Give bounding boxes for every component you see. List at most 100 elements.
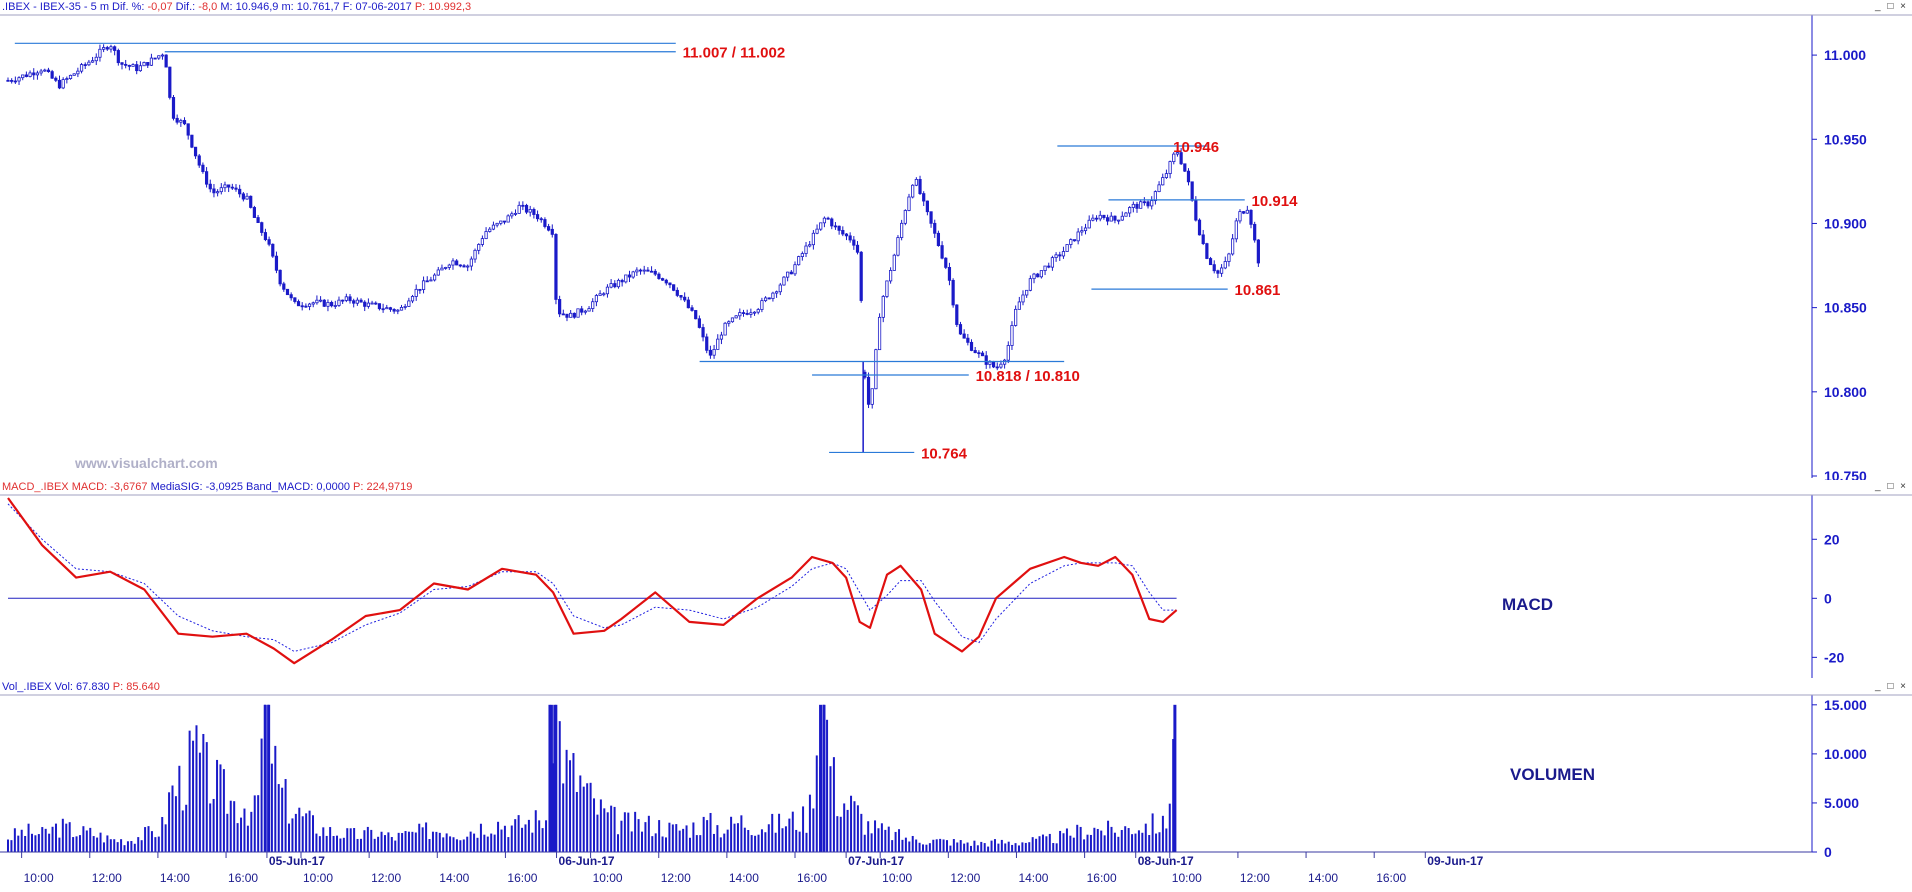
volume-bar — [154, 837, 157, 852]
volume-bar — [476, 837, 479, 852]
x-tick-label: 16:00 — [228, 871, 258, 885]
candle-body — [311, 302, 315, 305]
candle-body — [24, 74, 28, 77]
candle-body — [797, 256, 801, 266]
candle-body — [138, 65, 142, 72]
volume-bar — [44, 828, 47, 852]
candle-body — [1201, 234, 1205, 245]
level-label: 10.764 — [921, 445, 968, 462]
candle-body — [87, 61, 91, 66]
volume-panel[interactable]: Vol_.IBEX Vol: 67.830 P: 85.640 _ □ × 15… — [0, 680, 1912, 892]
volume-bar — [198, 752, 201, 852]
candle-body — [440, 267, 444, 271]
volume-panel-label: VOLUMEN — [1510, 765, 1595, 784]
candle-body — [491, 224, 496, 230]
candle-body — [1168, 161, 1172, 175]
candle-body — [293, 297, 297, 302]
volume-bar — [277, 784, 280, 852]
volume-bar — [781, 828, 784, 852]
volume-bar — [192, 740, 195, 852]
watermark: www.visualchart.com — [75, 455, 218, 471]
candle-body — [940, 245, 944, 259]
candle-body — [1094, 217, 1099, 220]
candle-body — [28, 72, 32, 77]
volume-bar — [113, 839, 116, 852]
volume-bar — [233, 801, 236, 852]
candle-body — [392, 309, 396, 312]
candle-body — [635, 269, 639, 273]
candle-body — [848, 235, 852, 241]
candle-body — [193, 146, 198, 157]
volume-bar — [517, 815, 520, 852]
price-chart[interactable]: 11.000 10.950 10.900 10.850 10.800 10.750 11.0… — [0, 0, 1912, 480]
candle-body — [572, 312, 576, 318]
candle-body — [602, 293, 606, 296]
price-panel[interactable]: .IBEX - IBEX-35 - 5 m Dif. %: -0,07 Dif.… — [0, 0, 1912, 481]
volume-window-buttons[interactable]: _ □ × — [1875, 681, 1908, 692]
y-tick-label: 0 — [1824, 844, 1832, 860]
volume-bar — [784, 826, 787, 852]
volume-bar — [788, 818, 791, 852]
candle-body — [1109, 215, 1113, 222]
price-window-buttons[interactable]: _ □ × — [1875, 1, 1908, 12]
volume-bar — [452, 837, 455, 852]
volume-bar — [606, 812, 609, 852]
volume-bar — [534, 810, 537, 852]
macd-window-buttons[interactable]: _ □ × — [1875, 481, 1908, 492]
candle-body — [473, 249, 477, 260]
volume-bar — [545, 820, 548, 852]
candle-body — [21, 74, 25, 79]
candle-body — [1054, 254, 1058, 259]
volume-bar — [630, 831, 633, 852]
candle-body — [94, 56, 98, 62]
volume-bar — [939, 838, 942, 852]
volume-bar — [1055, 843, 1058, 852]
volume-bar — [1031, 837, 1034, 852]
volume-bar — [229, 800, 232, 852]
candle-body — [267, 239, 271, 245]
candle-body — [892, 254, 896, 271]
candle-body — [675, 289, 679, 296]
volume-bar — [925, 844, 928, 852]
candle-body — [13, 80, 17, 83]
candle-body — [212, 188, 216, 194]
volume-bar — [404, 831, 407, 852]
x-tick-label: 10:00 — [882, 871, 912, 885]
candle-body — [1164, 173, 1169, 178]
volume-bar-spike — [819, 704, 823, 852]
volume-bar — [695, 835, 698, 852]
volume-bar — [976, 845, 979, 852]
x-tick-label: 12:00 — [371, 871, 401, 885]
candle-body — [1065, 244, 1069, 252]
level-label: 11.007 / 11.002 — [683, 45, 786, 62]
x-tick-label: 14:00 — [1018, 871, 1048, 885]
candle-body — [149, 57, 154, 66]
volume-bar — [870, 833, 873, 852]
volume-bar — [34, 835, 37, 852]
candle-body — [337, 299, 341, 306]
macd-panel[interactable]: MACD_.IBEX MACD: -3,6767 MediaSIG: -3,09… — [0, 480, 1912, 681]
x-tick-label: 14:00 — [160, 871, 190, 885]
candle-body — [749, 312, 753, 315]
candle-body — [1021, 294, 1025, 303]
volume-bar — [407, 831, 410, 852]
volume-bar — [281, 787, 284, 852]
volume-bar — [1148, 835, 1151, 852]
volume-bar — [414, 832, 417, 852]
volume-bar — [397, 832, 400, 852]
volume-chart[interactable]: 15.000 10.000 5.000 0 10:00 12:00 14:00 16:00 05… — [0, 680, 1912, 892]
volume-bar — [1007, 841, 1010, 852]
volume-bar — [802, 806, 805, 852]
candle-body — [944, 257, 948, 268]
volume-bar — [421, 827, 424, 852]
volume-bar — [617, 834, 620, 852]
candle-body — [157, 55, 161, 59]
candle-body — [43, 69, 47, 72]
volume-bar — [750, 835, 753, 852]
volume-bar — [92, 836, 95, 852]
volume-bar — [1065, 828, 1068, 852]
macd-chart[interactable]: 20 0 -20 — [0, 480, 1912, 680]
x-tick-label: 14:00 — [729, 871, 759, 885]
candle-body — [429, 279, 433, 282]
candle-body — [175, 117, 179, 123]
